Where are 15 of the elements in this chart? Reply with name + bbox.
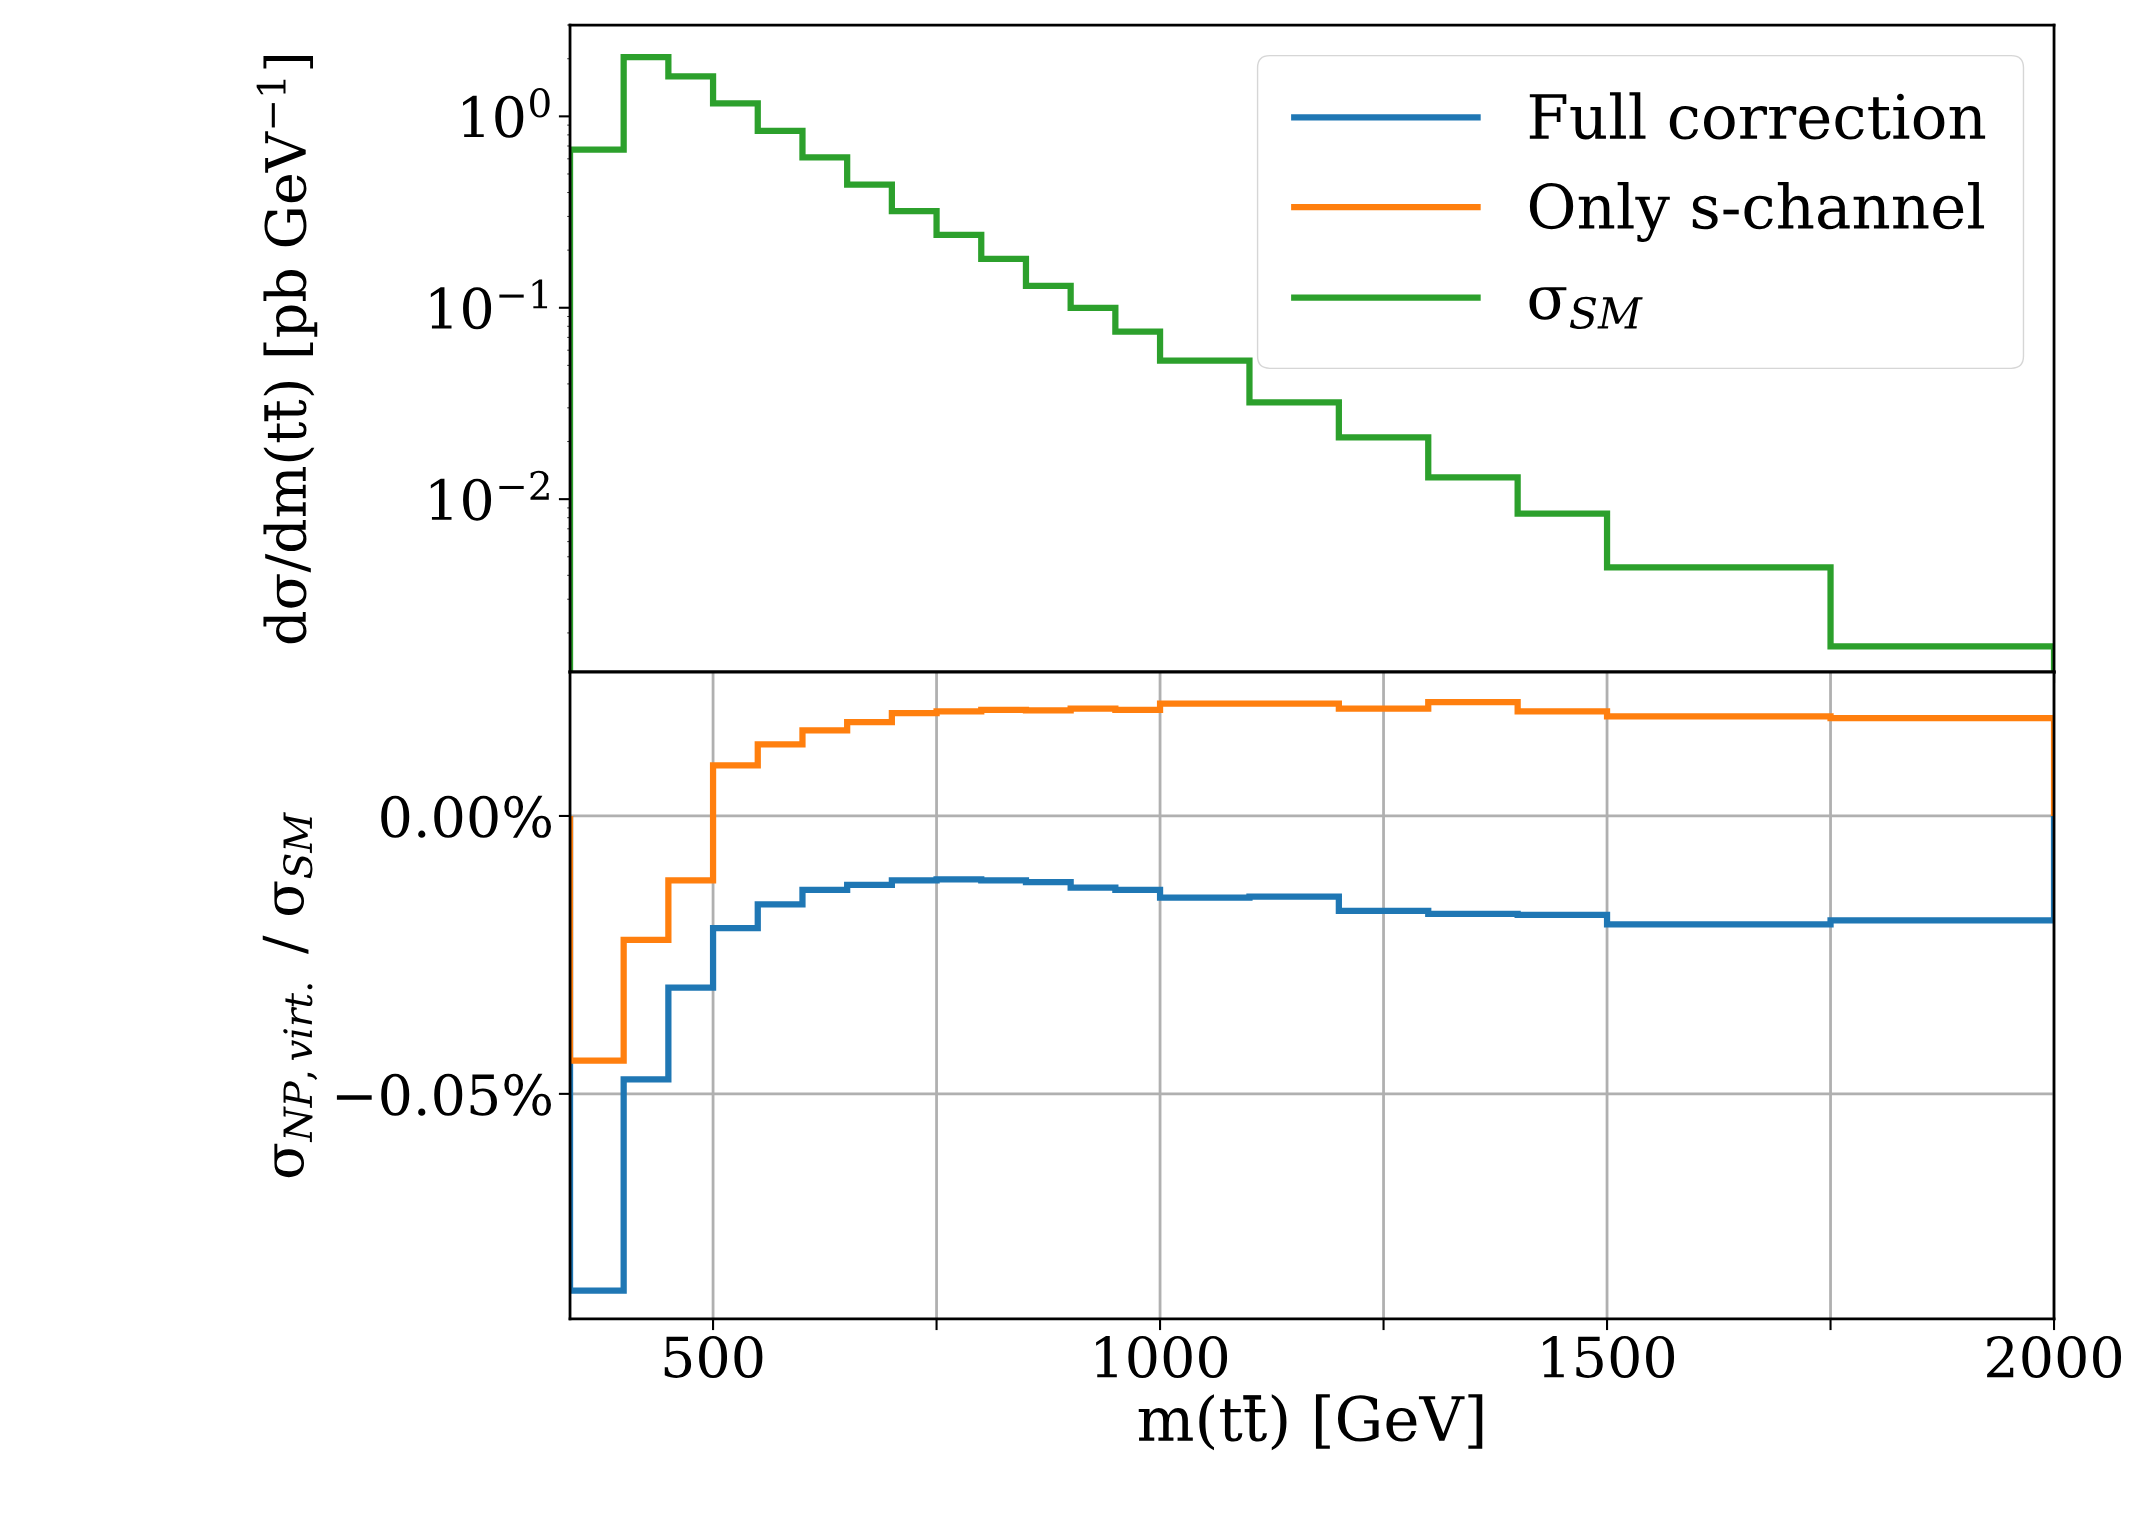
x-tick-label: 500 [664,1335,763,1378]
y-tick-label: −0.05% [336,1073,551,1116]
legend-label: σ$_{SM}$ [1529,287,1643,330]
y-tick-label: 0.00% [381,795,551,838]
y-tick-label: 10$^{0}$ [463,88,550,138]
x-axis-title: m(tt̄) [GeV] [1138,1394,1483,1451]
legend-label: Full correction [1529,92,1986,140]
legend-label: Only s-channel [1529,181,1985,242]
x-tick-label: 1000 [1096,1335,1228,1378]
y-axis-title: dσ/dm(tt̄) [pb GeV$^{−1}$] [256,55,318,644]
y-tick-label: 10$^{−1}$ [430,279,548,330]
x-tick-label: 2000 [1987,1335,2122,1378]
x-tick-label: 1500 [1543,1335,1675,1378]
y-axis-title: σ$_{NP,virt.}$ / σ$_{SM}$ [262,812,318,1178]
y-tick-label: 10$^{−2}$ [430,470,549,521]
